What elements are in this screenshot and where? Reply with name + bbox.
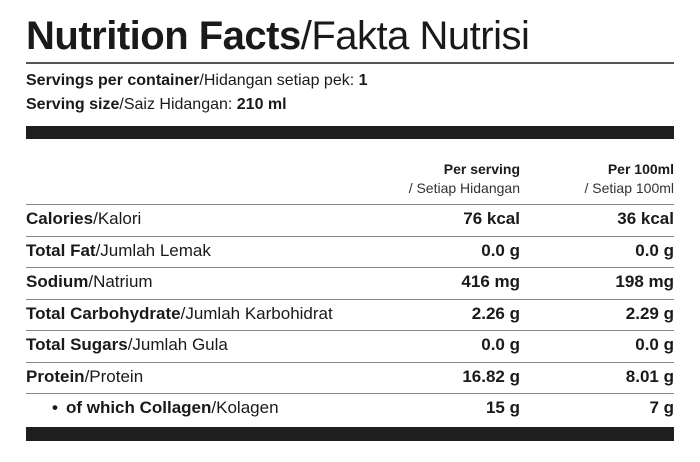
value-per-serving: 2.26 g	[471, 303, 520, 323]
value-per-serving: 0.0 g	[481, 335, 520, 354]
row-divider	[26, 204, 674, 205]
nutrient-name-en: Total Carbohydrate	[26, 303, 181, 323]
per-serving-en: Per serving	[443, 161, 520, 177]
nutrient-label: • of which Collagen/Kolagen	[52, 398, 279, 418]
nutrient-name-en: of which Collagen	[65, 398, 212, 417]
nutrient-name-en: Calories	[26, 209, 94, 228]
row-divider	[26, 330, 674, 331]
value-per-100ml: 2.29 g	[625, 303, 674, 323]
nutrient-row: Sodium/Natrium 416 mg 198 mg	[26, 268, 674, 299]
nutrient-name-en: Sodium	[26, 272, 89, 291]
per-100ml-en: Per 100ml	[607, 161, 674, 177]
value-per-100ml: 0.0 g	[635, 240, 674, 260]
nutrient-name-ms: /Jumlah Karbohidrat	[180, 303, 333, 323]
row-divider	[26, 393, 674, 394]
serving-size-value: 210 ml	[236, 96, 287, 113]
value-per-100ml: 198 mg	[615, 272, 674, 291]
value-per-100ml: 0.0 g	[635, 335, 674, 354]
thick-divider-bottom	[26, 427, 674, 441]
servings-per-container: Servings per container/Hidangan setiap p…	[26, 72, 368, 90]
nutrient-name-en: Total Sugars	[26, 335, 128, 354]
nutrient-name-en: Protein	[26, 366, 85, 386]
nutrient-name-ms: /Jumlah Lemak	[95, 240, 211, 260]
servings-label-en: Servings per container	[26, 72, 200, 89]
nutrient-label: Calories/Kalori	[26, 209, 141, 229]
column-header-per-100ml: Per 100ml / Setiap 100ml	[585, 160, 675, 198]
nutrient-row: Total Carbohydrate/Jumlah Karbohidrat 2.2…	[26, 300, 674, 331]
row-divider	[26, 298, 674, 300]
row-divider	[26, 267, 674, 268]
nutrient-name-ms: /Kalori	[93, 209, 142, 228]
nutrition-facts-title: Nutrition Facts/Fakta Nutrisi	[26, 12, 530, 60]
nutrient-name-ms: /Jumlah Gula	[127, 335, 228, 354]
nutrient-row: Total Sugars/Jumlah Gula 0.0 g 0.0 g	[26, 331, 674, 362]
nutrient-label: Total Carbohydrate/Jumlah Karbohidrat	[26, 304, 333, 324]
row-divider	[26, 361, 674, 363]
value-per-serving: 76 kcal	[463, 209, 520, 228]
nutrient-name-ms: /Protein	[84, 366, 144, 386]
value-per-serving: 16.82 g	[462, 366, 520, 386]
bullet-icon: •	[52, 398, 58, 417]
nutrient-row: Protein/Protein 16.82 g 8.01 g	[26, 363, 674, 394]
value-per-100ml: 8.01 g	[625, 366, 674, 386]
nutrient-row: Total Fat/Jumlah Lemak 0.0 g 0.0 g	[26, 237, 674, 268]
nutrient-row: • of which Collagen/Kolagen 15 g 7 g	[26, 394, 674, 425]
servings-label-ms: /Hidangan setiap pek:	[199, 72, 359, 89]
servings-value: 1	[358, 72, 368, 89]
nutrient-row: Calories/Kalori 76 kcal 36 kcal	[26, 205, 674, 236]
nutrient-name-ms: /Natrium	[88, 272, 153, 291]
thick-divider-top	[26, 126, 674, 139]
per-serving-ms: / Setiap Hidangan	[408, 180, 520, 196]
serving-size-label-ms: /Saiz Hidangan:	[119, 96, 237, 113]
title-divider	[26, 62, 674, 64]
nutrient-label: Total Sugars/Jumlah Gula	[26, 335, 228, 355]
serving-size: Serving size/Saiz Hidangan: 210 ml	[26, 96, 287, 114]
title-english: Nutrition Facts	[26, 14, 301, 58]
nutrient-label: Protein/Protein	[26, 367, 143, 387]
serving-size-label-en: Serving size	[26, 96, 120, 113]
title-malay: /Fakta Nutrisi	[300, 14, 530, 58]
column-header-per-serving: Per serving / Setiap Hidangan	[409, 160, 520, 198]
value-per-100ml: 36 kcal	[617, 209, 674, 228]
value-per-serving: 0.0 g	[481, 240, 520, 260]
value-per-serving: 15 g	[485, 398, 520, 417]
nutrient-label: Total Fat/Jumlah Lemak	[26, 241, 211, 261]
per-100ml-ms: / Setiap 100ml	[584, 180, 675, 196]
nutrient-name-ms: /Kolagen	[211, 398, 279, 417]
nutrient-name-en: Total Fat	[26, 240, 96, 260]
value-per-serving: 416 mg	[461, 272, 520, 291]
row-divider	[26, 235, 674, 237]
value-per-100ml: 7 g	[649, 398, 674, 417]
nutrient-label: Sodium/Natrium	[26, 272, 153, 292]
